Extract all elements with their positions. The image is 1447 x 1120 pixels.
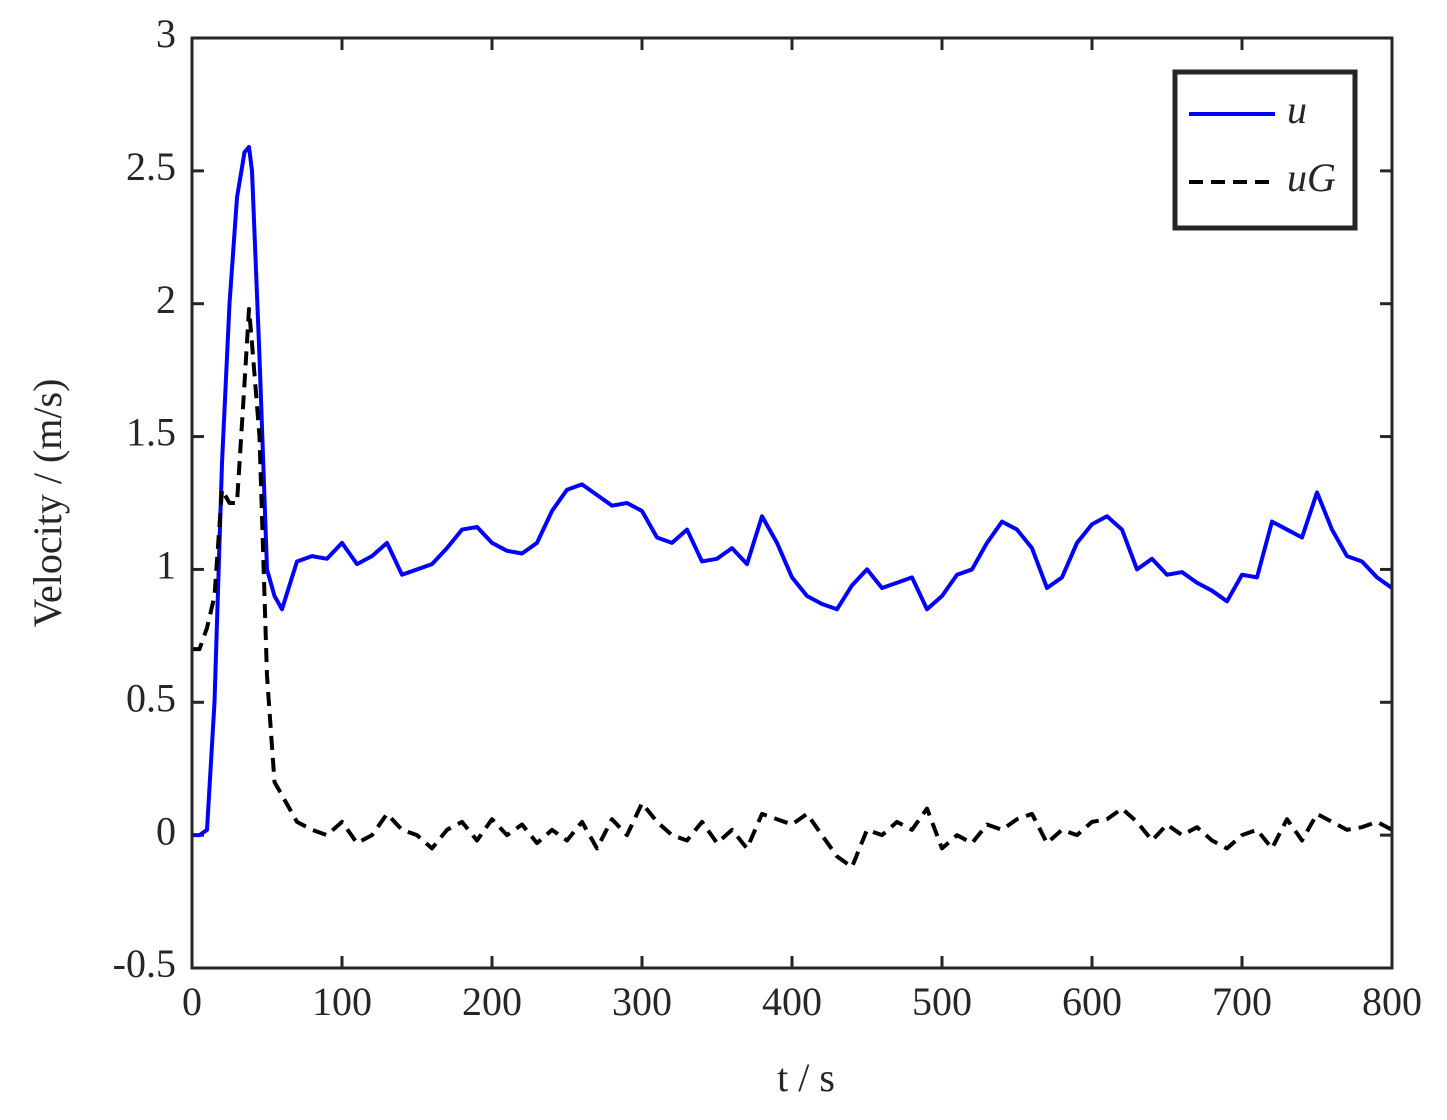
x-tick-label: 600 [1062,979,1122,1024]
line-series [192,144,1394,838]
y-tick-label: 2 [156,277,176,322]
y-tick-label: 0 [156,808,176,853]
y-tick-label: 1 [156,543,176,588]
x-tick-label: 0 [182,979,202,1024]
y-tick-label: 1.5 [126,410,176,455]
y-tick-label: 3 [156,11,176,56]
legend-box [1172,69,1358,231]
y-tick-label: 0.5 [126,675,176,720]
x-tick-label: 200 [462,979,522,1024]
line-series [192,307,1393,870]
plot-frame [190,36,1394,970]
x-tick-label: 300 [612,979,672,1024]
x-tick-label: 100 [312,979,372,1024]
x-tick-label: 400 [762,979,822,1024]
legend-label: u [1287,87,1307,132]
y-tick-label: 2.5 [126,144,176,189]
x-axis-label: t / s [777,1055,835,1100]
legend-label: uG [1287,155,1336,200]
x-tick-label: 700 [1212,979,1272,1024]
x-tick-label: 500 [912,979,972,1024]
y-axis-label: Velocity / (m/s) [25,379,70,628]
y-tick-label: -0.5 [113,941,176,986]
x-tick-label: 800 [1362,979,1422,1024]
